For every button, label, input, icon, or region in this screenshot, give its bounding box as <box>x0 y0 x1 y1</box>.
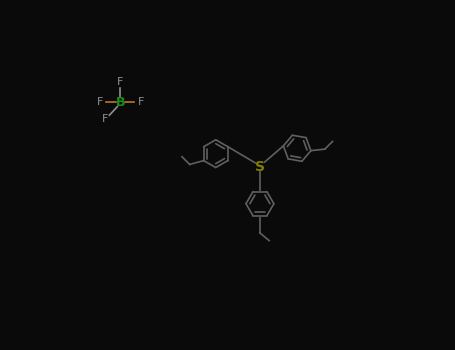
Text: F: F <box>137 97 144 107</box>
Text: S: S <box>255 160 265 174</box>
Text: F: F <box>117 77 124 87</box>
Text: F: F <box>102 114 108 124</box>
Text: F: F <box>97 97 103 107</box>
Text: B: B <box>116 96 125 108</box>
